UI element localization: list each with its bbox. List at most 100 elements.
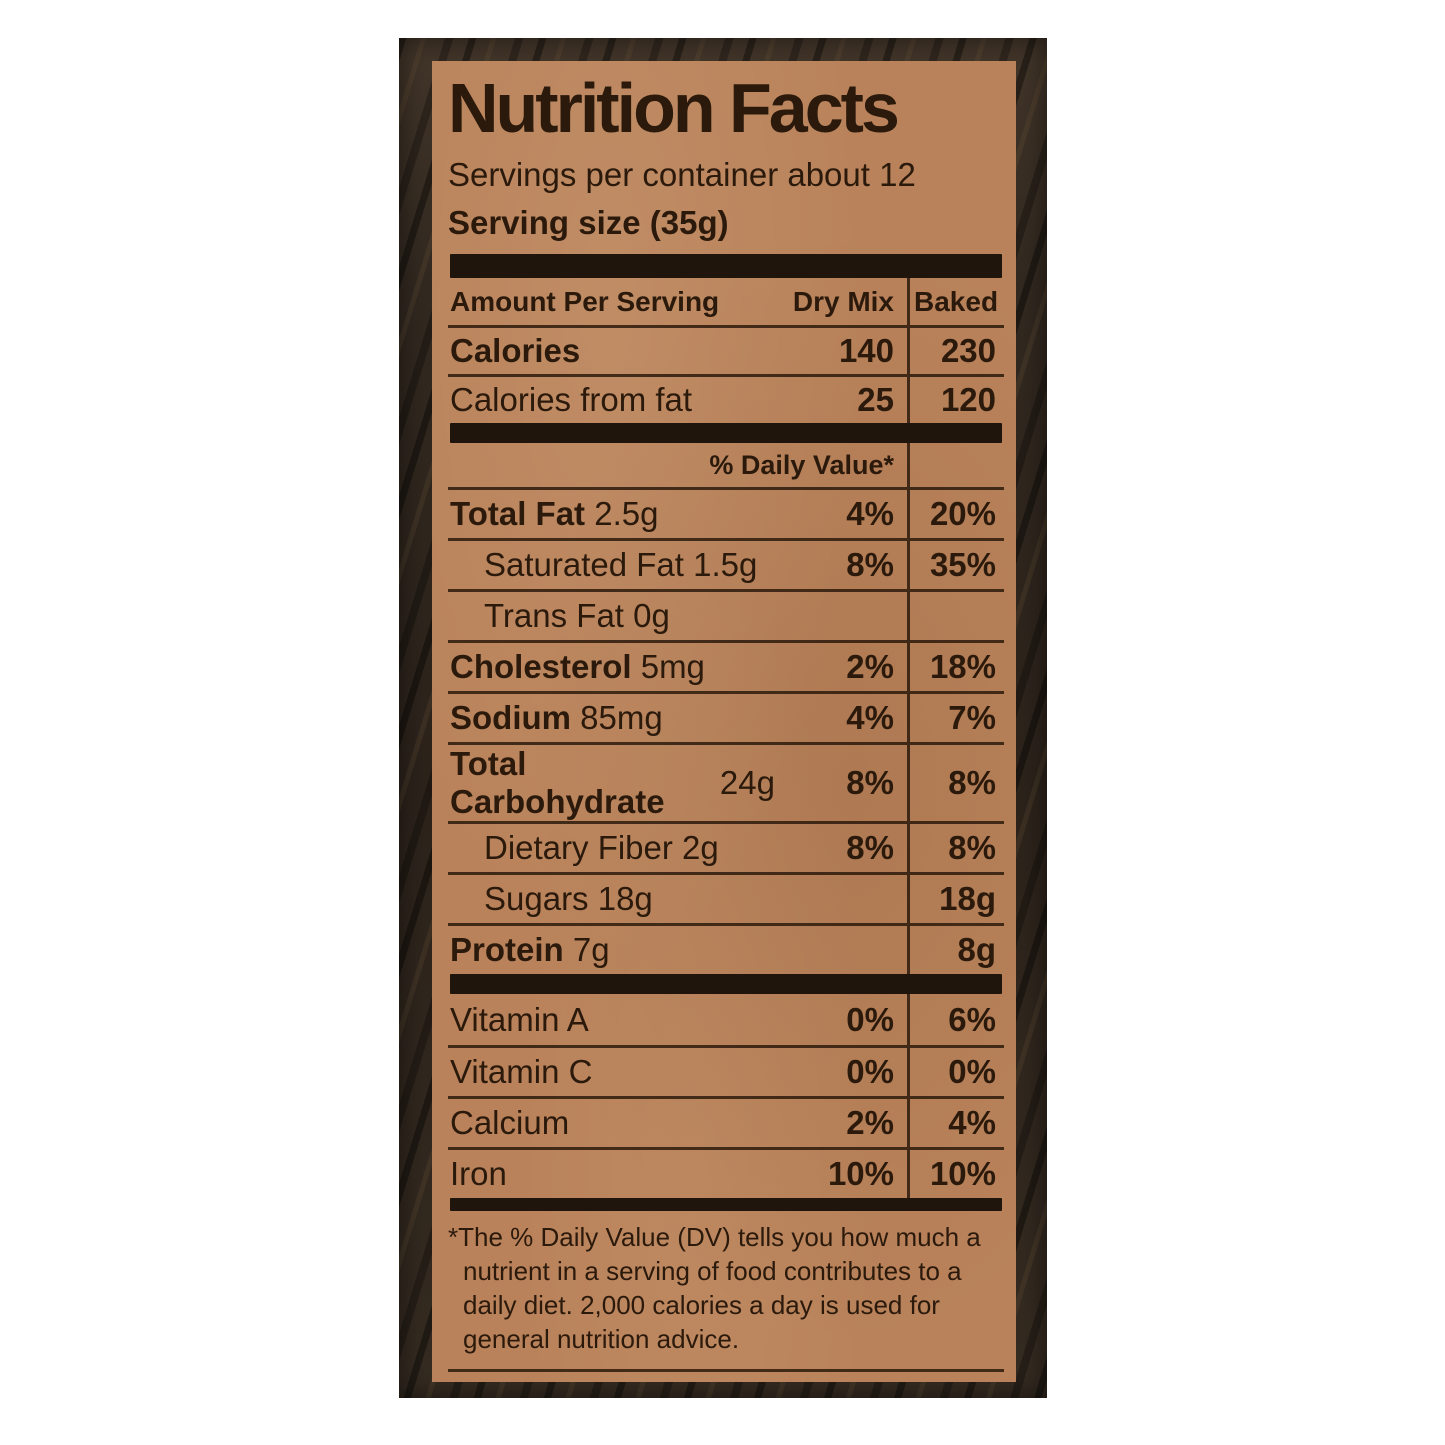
calories-section: Calories 140 230 Calories from fat 25 120 bbox=[448, 325, 1004, 424]
baked-value: 8g bbox=[907, 926, 1004, 975]
nutrient-row: Total Carbohydrate 24g 8% 8% bbox=[448, 742, 1004, 822]
nutrient-name: Sodium bbox=[450, 699, 571, 737]
baked-value: 18g bbox=[907, 875, 1004, 924]
nutrient-amount: 1.5g bbox=[683, 546, 758, 584]
calories-per-gram-section: Calories per gram: Fat 9 • Carbohydrate … bbox=[448, 1368, 1004, 1382]
separator-bar-thick bbox=[450, 254, 1002, 279]
serving-size: Serving size (35g) bbox=[448, 203, 729, 241]
dry-mix-value: 10% bbox=[827, 1155, 894, 1193]
nutrient-name: Saturated Fat bbox=[484, 546, 684, 584]
row-name-text: Calories bbox=[450, 332, 581, 370]
calories-per-gram-heading: Calories per gram: bbox=[448, 1381, 1004, 1382]
baked-value: 0% bbox=[907, 1048, 1004, 1097]
row-name: Saturated Fat 1.5g bbox=[448, 541, 775, 589]
nutrient-amount: 18g bbox=[588, 880, 653, 918]
row-name: Trans Fat 0g bbox=[448, 592, 775, 640]
row-name: Dietary Fiber 2g bbox=[448, 824, 775, 872]
vitamins-section: Vitamin A 0% 6% Vitamin C 0% 0% Calcium 2% 4% Iro… bbox=[448, 994, 1004, 1199]
nutrient-amount: 7g bbox=[563, 931, 610, 969]
baked-value bbox=[907, 592, 1004, 641]
row-name: Calories from fat bbox=[448, 377, 775, 423]
dry-mix-value: 8% bbox=[846, 829, 894, 867]
nutrient-name: Total Fat bbox=[450, 495, 586, 533]
servings-per-container: Servings per container about 12 bbox=[448, 156, 916, 194]
baked-value: 18% bbox=[907, 643, 1004, 692]
vitamin-name: Iron bbox=[450, 1155, 507, 1193]
row-name: Cholesterol 5mg bbox=[448, 643, 775, 691]
label-title: Nutrition Facts bbox=[448, 69, 900, 147]
dry-mix-value: 25 bbox=[857, 381, 894, 419]
nutrient-name: Trans Fat bbox=[484, 597, 624, 635]
dry-mix-column-header: Dry Mix bbox=[792, 285, 894, 317]
calorie-row: Calories from fat 25 120 bbox=[448, 374, 1004, 424]
nutrient-amount: 2.5g bbox=[585, 495, 659, 533]
nutrient-row: Trans Fat 0g bbox=[448, 589, 1004, 641]
nutrient-amount: 85mg bbox=[571, 699, 663, 737]
nutrient-amount: 24g bbox=[710, 764, 775, 802]
vitamin-row: Vitamin C 0% 0% bbox=[448, 1045, 1004, 1097]
row-name: Vitamin A bbox=[448, 994, 775, 1045]
vitamin-name: Vitamin C bbox=[450, 1053, 593, 1091]
row-name: Total Fat 2.5g bbox=[448, 490, 775, 538]
daily-value-header: % Daily Value* bbox=[709, 449, 894, 480]
dry-mix-value: 2% bbox=[846, 648, 894, 686]
vitamin-row: Vitamin A 0% 6% bbox=[448, 994, 1004, 1046]
package-background: Nutrition Facts Servings per container a… bbox=[399, 38, 1047, 1398]
baked-value: 6% bbox=[907, 994, 1004, 1046]
dry-mix-value bbox=[775, 875, 907, 923]
baked-column-header: Baked bbox=[907, 278, 1004, 326]
nutrient-row: Sugars 18g 18g bbox=[448, 872, 1004, 924]
baked-value: 4% bbox=[907, 1099, 1004, 1148]
nutrient-name: Dietary Fiber bbox=[484, 829, 673, 867]
nutrient-amount: 5mg bbox=[631, 648, 705, 686]
nutrient-row: Total Fat 2.5g 4% 20% bbox=[448, 487, 1004, 539]
dry-mix-value: 140 bbox=[838, 332, 894, 370]
dry-mix-value: 4% bbox=[846, 495, 894, 533]
nutrition-facts-label: Nutrition Facts Servings per container a… bbox=[432, 61, 1016, 1382]
baked-value: 35% bbox=[907, 541, 1004, 590]
nutrient-amount: 0g bbox=[623, 597, 670, 635]
vitamin-row: Iron 10% 10% bbox=[448, 1147, 1004, 1199]
baked-value: 8% bbox=[907, 745, 1004, 822]
nutrient-row: Saturated Fat 1.5g 8% 35% bbox=[448, 538, 1004, 590]
nutrient-name: Cholesterol bbox=[450, 648, 632, 686]
baked-value: 7% bbox=[907, 694, 1004, 743]
dry-mix-value: 8% bbox=[846, 764, 894, 802]
dry-mix-value: 2% bbox=[846, 1104, 894, 1142]
separator-bar-thick bbox=[450, 1198, 1002, 1212]
separator-bar-thick bbox=[450, 974, 1002, 995]
daily-value-footnote: *The % Daily Value (DV) tells you how mu… bbox=[448, 1222, 981, 1354]
baked-value: 120 bbox=[907, 377, 1004, 424]
vitamin-row: Calcium 2% 4% bbox=[448, 1096, 1004, 1148]
row-name: Calcium bbox=[448, 1099, 775, 1147]
baked-value: 20% bbox=[907, 490, 1004, 539]
separator-bar-thick bbox=[450, 423, 1002, 444]
nutrient-name: Protein bbox=[450, 931, 564, 969]
daily-value-header-row: % Daily Value* bbox=[448, 443, 1004, 488]
dry-mix-value: 0% bbox=[846, 1000, 894, 1038]
dry-mix-value bbox=[775, 592, 907, 640]
vitamin-name: Calcium bbox=[450, 1104, 570, 1142]
nutrient-name: Total Carbohydrate bbox=[450, 745, 665, 821]
nutrient-row: Protein 7g 8g bbox=[448, 923, 1004, 975]
column-header-row: Amount Per Serving Dry Mix Baked bbox=[448, 278, 1004, 326]
row-name: Total Carbohydrate 24g bbox=[448, 745, 775, 821]
dry-mix-value: 4% bbox=[846, 699, 894, 737]
nutrients-section: Total Fat 2.5g 4% 20% Saturated Fat 1.5g 8% 3… bbox=[448, 487, 1004, 975]
nutrient-name: Sugars bbox=[484, 880, 589, 918]
vitamin-name: Vitamin A bbox=[450, 1000, 589, 1038]
amount-per-serving-header: Amount Per Serving bbox=[450, 285, 720, 317]
row-name: Vitamin C bbox=[448, 1048, 775, 1096]
baked-value: 230 bbox=[907, 328, 1004, 375]
row-name: Calories bbox=[448, 328, 775, 374]
row-name-text: Calories from fat bbox=[450, 381, 693, 419]
baked-value: 10% bbox=[907, 1150, 1004, 1199]
dry-mix-value: 8% bbox=[846, 546, 894, 584]
nutrient-row: Dietary Fiber 2g 8% 8% bbox=[448, 821, 1004, 873]
row-name: Sodium 85mg bbox=[448, 694, 775, 742]
baked-column-spacer bbox=[907, 443, 1004, 488]
nutrient-amount: 2g bbox=[672, 829, 719, 867]
dry-mix-value bbox=[775, 926, 907, 974]
row-name: Protein 7g bbox=[448, 926, 775, 974]
row-name: Iron bbox=[448, 1150, 775, 1198]
